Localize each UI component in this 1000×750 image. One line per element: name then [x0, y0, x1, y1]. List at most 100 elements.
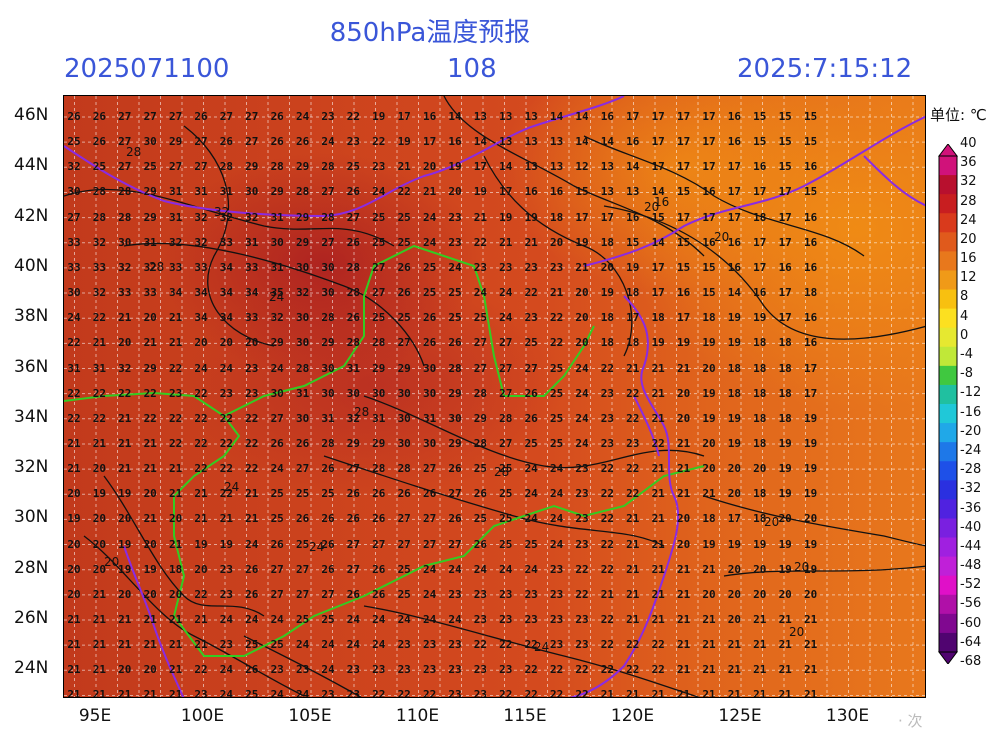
colorbar-label: 40 [960, 136, 977, 151]
temperature-value: 25 [295, 487, 310, 501]
temperature-value: 22 [245, 436, 259, 450]
temperature-value: 13 [600, 160, 615, 174]
temperature-value: 25 [473, 311, 488, 325]
temperature-value: 18 [778, 386, 792, 400]
temperature-value: 26 [372, 487, 386, 501]
temperature-value: 30 [270, 235, 284, 249]
temperature-value: 23 [295, 663, 310, 677]
temperature-value: 27 [118, 135, 132, 149]
temperature-value: 19 [753, 537, 767, 551]
temperature-value: 15 [651, 210, 665, 224]
temperature-value: 26 [372, 512, 386, 526]
temperature-value: 21 [778, 638, 792, 652]
temperature-value: 22 [473, 638, 488, 652]
temperature-value: 27 [143, 110, 157, 123]
temperature-value: 18 [778, 336, 792, 350]
temperature-value: 23 [422, 638, 437, 652]
temperature-value: 33 [168, 260, 183, 274]
temperature-value: 23 [549, 638, 564, 652]
temperature-value: 16 [524, 185, 538, 199]
temperature-value: 31 [67, 361, 81, 375]
temperature-value: 21 [702, 487, 716, 501]
temperature-value: 14 [575, 135, 589, 149]
temperature-value: 17 [626, 110, 640, 123]
temperature-value: 21 [67, 462, 81, 476]
temperature-value: 22 [600, 512, 615, 526]
temperature-value: 21 [143, 638, 157, 652]
temperature-value: 27 [194, 160, 208, 174]
temperature-value: 26 [422, 487, 437, 501]
temperature-value: 19 [118, 562, 132, 576]
temperature-value: 18 [753, 210, 767, 224]
temperature-value: 25 [549, 361, 564, 375]
temperature-value: 23 [549, 260, 564, 274]
temperature-value: 21 [651, 613, 665, 626]
lon-label: 125E [718, 706, 762, 726]
temperature-value: 20 [702, 436, 716, 450]
temperature-value: 19 [118, 537, 132, 551]
temperature-value: 22 [194, 587, 208, 601]
temperature-value: 25 [397, 210, 411, 224]
colorbar-swatch [939, 537, 957, 558]
temperature-value: 30 [448, 411, 462, 425]
temperature-value: 17 [753, 235, 767, 249]
temperature-value: 24 [549, 487, 564, 501]
temperature-value: 24 [219, 361, 234, 375]
temperature-value: 21 [168, 311, 183, 325]
temperature-value: 29 [346, 436, 361, 450]
temperature-value: 21 [92, 336, 107, 350]
temperature-value: 27 [245, 110, 259, 123]
temperature-value: 17 [702, 210, 716, 224]
temperature-value: 24 [295, 110, 310, 123]
temperature-value: 24 [245, 613, 259, 626]
temperature-value: 19 [92, 487, 107, 501]
temperature-value: 28 [92, 210, 107, 224]
temperature-value: 19 [67, 512, 81, 526]
temperature-value: 21 [575, 260, 589, 274]
temperature-value: 18 [753, 487, 767, 501]
temperature-value: 26 [270, 110, 284, 123]
colorbar-swatch [939, 194, 957, 214]
temperature-value: 20 [753, 587, 767, 601]
colorbar-swatch [939, 461, 957, 481]
temperature-value: 14 [549, 110, 564, 123]
temperature-value: 25 [499, 537, 513, 551]
temperature-value: 21 [676, 613, 691, 626]
temperature-value: 17 [651, 286, 665, 300]
colorbar-swatch [939, 289, 957, 310]
temperature-value: 24 [549, 462, 564, 476]
temperature-value: 34 [245, 286, 259, 300]
temperature-value: 31 [372, 411, 386, 425]
temperature-value: 33 [219, 235, 234, 249]
temperature-value: 22 [245, 462, 259, 476]
temperature-value: 22 [143, 386, 157, 400]
temperature-value: 26 [92, 135, 107, 149]
temperature-value: 30 [321, 260, 335, 274]
temperature-value: 29 [143, 210, 157, 224]
temperature-value: 24 [219, 613, 234, 626]
temperature-value: 21 [702, 638, 716, 652]
temperature-value: 27 [372, 537, 386, 551]
temperature-value: 14 [651, 235, 665, 249]
temperature-value: 17 [676, 311, 691, 325]
temperature-value: 22 [626, 462, 640, 476]
temperature-value: 21 [168, 537, 183, 551]
temperature-value: 20 [67, 487, 81, 501]
temperature-value: 18 [753, 336, 767, 350]
temperature-value: 22 [397, 688, 411, 698]
temperature-value: 26 [67, 110, 81, 123]
temperature-value: 24 [219, 663, 234, 677]
temperature-value: 21 [676, 562, 691, 576]
temperature-value: 21 [727, 663, 742, 677]
temperature-value: 21 [92, 688, 107, 698]
temperature-value: 20 [727, 562, 742, 576]
temperature-value: 20 [727, 487, 742, 501]
temperature-value: 29 [397, 361, 411, 375]
temperature-value: 19 [803, 487, 818, 501]
temperature-value: 21 [626, 562, 640, 576]
temperature-value: 23 [448, 587, 462, 601]
temperature-value: 21 [626, 361, 640, 375]
temperature-value: 23 [397, 663, 411, 677]
temperature-value: 22 [67, 386, 81, 400]
